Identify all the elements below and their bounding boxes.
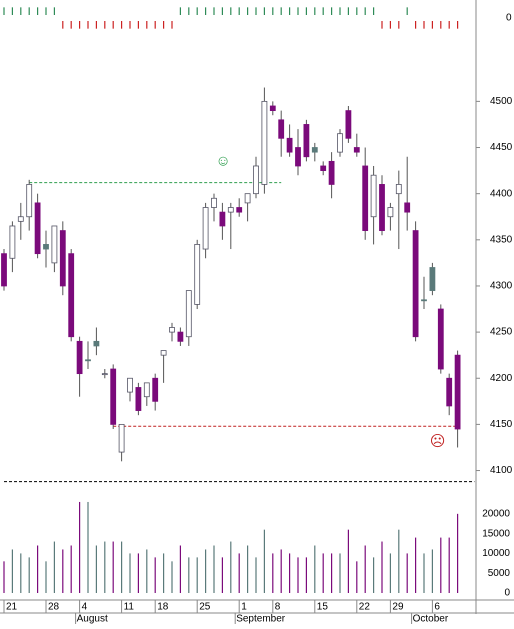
candle-body	[219, 211, 226, 227]
candle-body	[345, 110, 352, 139]
candle-body	[160, 350, 167, 356]
candle-body	[437, 308, 444, 370]
candle-body	[429, 267, 436, 291]
candle-body	[152, 377, 159, 402]
candle-body	[194, 244, 201, 305]
x-tick-label: 15	[317, 602, 329, 613]
candle-body	[404, 202, 411, 213]
candle-body	[17, 216, 24, 222]
candle-body	[412, 230, 419, 338]
candle-body	[85, 359, 91, 362]
x-tick-label: 6	[434, 602, 440, 613]
candle-body	[362, 165, 369, 231]
month-label: August	[77, 614, 108, 624]
indicator-tick-label: 0	[506, 13, 512, 24]
candle-body	[169, 327, 175, 333]
candle-body	[51, 225, 58, 264]
candle-body	[9, 225, 16, 259]
candle-body	[395, 184, 402, 195]
candle-body	[236, 207, 243, 213]
candle-body	[261, 100, 268, 185]
x-tick-label: 4	[82, 602, 88, 613]
reference-marker: ☺	[216, 153, 231, 170]
candle-body	[185, 290, 192, 338]
candle-body	[295, 147, 301, 167]
candle-body	[26, 184, 33, 218]
candle-body	[118, 423, 125, 453]
candle-body	[76, 340, 83, 375]
candle-body	[211, 197, 217, 208]
candle-body	[244, 193, 251, 204]
y-tick-label: 4350	[490, 234, 513, 245]
candle-body	[370, 174, 377, 218]
x-tick-label: 8	[275, 602, 281, 613]
reference-marker: ☹	[430, 433, 446, 450]
candle-body	[421, 299, 427, 302]
x-tick-label: 25	[199, 602, 211, 613]
candle-body	[227, 207, 234, 213]
y-tick-label: 4150	[490, 419, 513, 430]
candle-body	[110, 368, 117, 425]
x-tick-label: 21	[6, 602, 18, 613]
candle-body	[177, 331, 184, 342]
candle-body	[337, 133, 343, 153]
month-label: September	[236, 614, 286, 624]
y-tick-label: 4300	[490, 281, 513, 292]
y-tick-label: 4400	[490, 188, 513, 199]
candle-body	[253, 165, 259, 195]
candle-body	[446, 377, 453, 407]
candle-body	[387, 207, 394, 218]
y-tick-label: 4250	[490, 327, 513, 338]
volume-tick-label: 0	[504, 588, 510, 599]
candle-body	[135, 387, 142, 411]
candle-body	[454, 354, 461, 430]
x-tick-label: 28	[48, 602, 60, 613]
candle-body	[353, 147, 360, 153]
candle-body	[278, 119, 285, 139]
candle-body	[286, 137, 293, 153]
x-tick-label: 1	[241, 602, 247, 613]
candle-body	[68, 253, 75, 338]
y-tick-label: 4100	[490, 465, 513, 476]
candle-body	[328, 160, 335, 185]
candle-body	[127, 377, 133, 393]
candle-body	[143, 382, 150, 398]
y-tick-label: 4450	[490, 142, 513, 153]
volume-tick-label: 10000	[482, 548, 510, 559]
x-tick-label: 29	[392, 602, 404, 613]
candle-body	[269, 105, 276, 112]
candle-body	[59, 230, 66, 287]
candle-body	[101, 373, 108, 376]
x-tick-label: 18	[157, 602, 169, 613]
candle-body	[43, 244, 49, 250]
month-label: October	[413, 614, 449, 624]
candle-body	[311, 147, 318, 153]
volume-tick-label: 15000	[482, 528, 510, 539]
candle-body	[320, 165, 327, 171]
candle-body	[34, 202, 41, 255]
candle-body	[1, 253, 7, 287]
x-tick-label: 22	[359, 602, 371, 613]
y-tick-label: 4500	[490, 96, 513, 107]
candle-body	[202, 207, 209, 250]
x-tick-label: 11	[124, 602, 135, 613]
y-tick-label: 4200	[490, 373, 513, 384]
volume-tick-label: 20000	[482, 508, 510, 519]
candle-body	[93, 340, 100, 347]
candle-body	[379, 184, 385, 231]
volume-tick-label: 5000	[488, 568, 511, 579]
candle-body	[303, 124, 310, 158]
